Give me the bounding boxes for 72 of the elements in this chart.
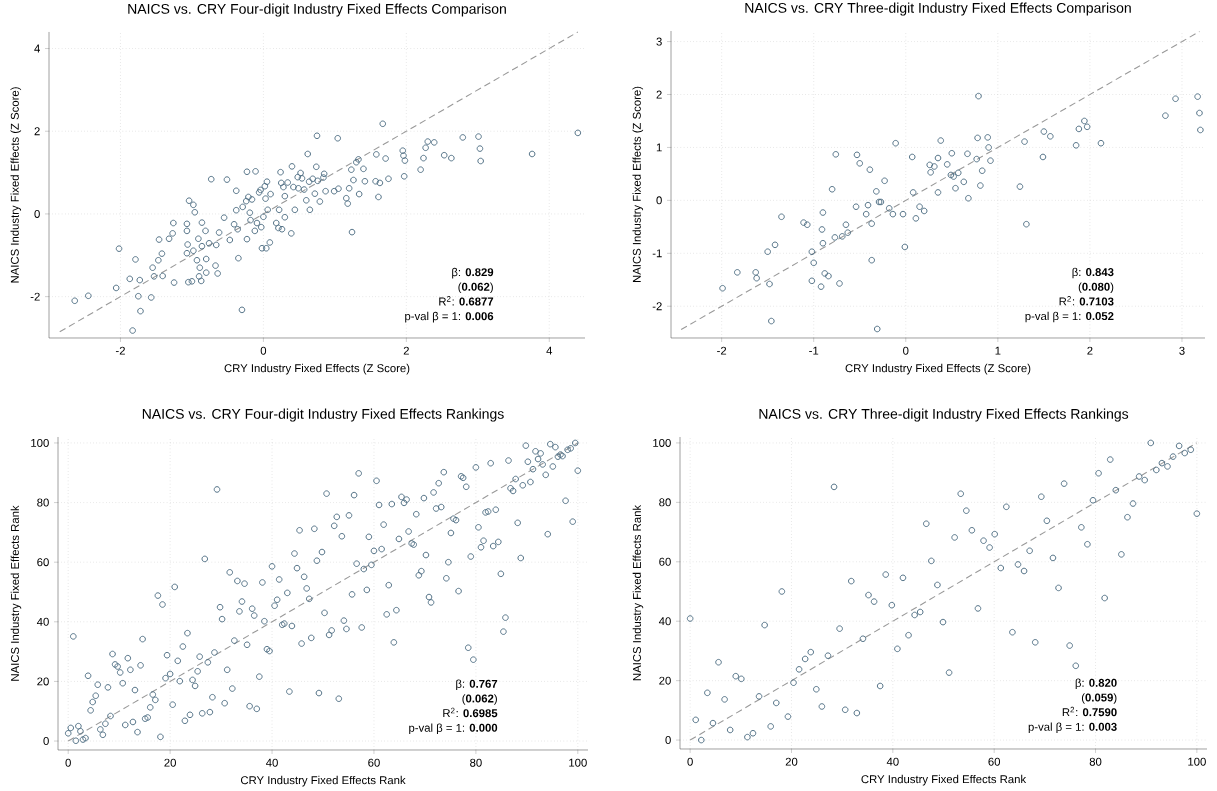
y-tick-label: -2 (652, 302, 662, 311)
annotation: β: 0.820 (1075, 678, 1117, 690)
x-tick-label: 100 (569, 758, 587, 767)
x-tick-label: 40 (886, 757, 899, 766)
x-tick-label: 0 (65, 758, 71, 767)
x-tick-label: 100 (1188, 757, 1206, 766)
y-axis-title: NAICS Industry Fixed Effects Rank (10, 505, 22, 681)
annotation: p-val β = 1: 0.052 (1025, 311, 1114, 323)
x-tick-label: 0 (260, 346, 267, 355)
annotation: R$^{2}$: 0.7590 (1062, 706, 1117, 717)
x-tick-label: 1 (995, 346, 1001, 355)
x-tick-label: 80 (1089, 757, 1102, 766)
y-tick-label: 60 (659, 557, 671, 566)
x-axis-title: CRY Industry Fixed Effects (Z Score) (845, 363, 1031, 375)
y-tick-label: 3 (656, 37, 662, 46)
x-tick-label: -2 (115, 346, 125, 355)
x-tick-label: -1 (809, 346, 819, 355)
y-tick-label: 80 (659, 498, 671, 507)
x-tick-label: 3 (1179, 346, 1185, 355)
y-tick-label: 0 (34, 209, 40, 218)
y-tick-label: 0 (43, 737, 49, 746)
y-tick-label: 40 (658, 617, 671, 626)
annotation: p-val β = 1: 0.003 (1028, 722, 1117, 734)
chart-title: NAICS vs. CRY Three-digit Industry Fixed Effects Rankings (759, 408, 1129, 422)
annotation: β: 0.767 (456, 679, 498, 691)
x-tick-label: 2 (1087, 346, 1093, 355)
y-tick-label: 4 (34, 44, 40, 53)
y-tick-label: 0 (656, 196, 662, 205)
x-axis-title: CRY Industry Fixed Effects Rank (861, 774, 1027, 786)
y-tick-label: 100 (653, 438, 671, 447)
y-axis-title: NAICS Industry Fixed Effects (Z Score) (10, 87, 22, 283)
y-tick-label: 40 (36, 617, 49, 626)
x-axis-title: CRY Industry Fixed Effects Rank (240, 775, 406, 787)
x-tick-label: 20 (785, 757, 798, 766)
annotation: β: 0.843 (1072, 267, 1114, 279)
annotation: (0.080) (1078, 282, 1114, 294)
x-tick-label: 0 (903, 346, 909, 355)
chart-title: NAICS vs. CRY Four-digit Industry Fixed Effects Rankings (142, 408, 504, 422)
y-tick-label: 20 (37, 677, 49, 686)
x-tick-label: 60 (368, 758, 380, 767)
x-axis-title: CRY Industry Fixed Effects (Z Score) (224, 363, 410, 375)
y-axis-title: NAICS Industry Fixed Effects Rank (632, 504, 644, 681)
y-tick-label: -1 (652, 249, 662, 258)
y-tick-label: -2 (30, 292, 40, 301)
y-tick-label: 2 (34, 127, 40, 136)
annotation: R$^{2}$: 0.6985 (443, 707, 498, 718)
annotation: R$^{2}$: 0.7103 (1059, 296, 1114, 306)
y-tick-label: 100 (31, 438, 49, 447)
annotation: (0.062) (458, 282, 493, 294)
annotation: R$^{2}$: 0.6877 (439, 296, 494, 306)
annotation: (0.062) (462, 694, 497, 705)
annotation: p-val β = 1: 0.006 (405, 311, 494, 323)
y-tick-label: 80 (37, 498, 49, 507)
y-tick-label: 20 (659, 676, 671, 685)
x-tick-label: 60 (988, 757, 1001, 766)
annotation: β: 0.829 (452, 267, 494, 279)
annotation: (0.059) (1081, 693, 1117, 704)
x-tick-label: 80 (470, 758, 482, 767)
x-tick-label: 20 (164, 758, 176, 767)
x-tick-label: 2 (403, 346, 409, 355)
y-tick-label: 0 (665, 736, 671, 745)
x-tick-label: 40 (265, 758, 278, 767)
x-tick-label: 4 (546, 346, 553, 355)
y-tick-label: 60 (37, 558, 49, 567)
x-tick-label: 0 (687, 757, 693, 766)
chart-title: NAICS vs. CRY Three-digit Industry Fixed Effects Comparison (745, 2, 1131, 16)
x-tick-label: -2 (717, 346, 727, 355)
y-axis-title: NAICS Industry Fixed Effects (Z Score) (632, 86, 644, 283)
y-tick-label: 2 (656, 90, 662, 99)
y-tick-label: 1 (656, 143, 662, 152)
annotation: p-val β = 1: 0.000 (409, 723, 498, 735)
chart-title: NAICS vs. CRY Four-digit Industry Fixed Effects Comparison (128, 3, 506, 17)
